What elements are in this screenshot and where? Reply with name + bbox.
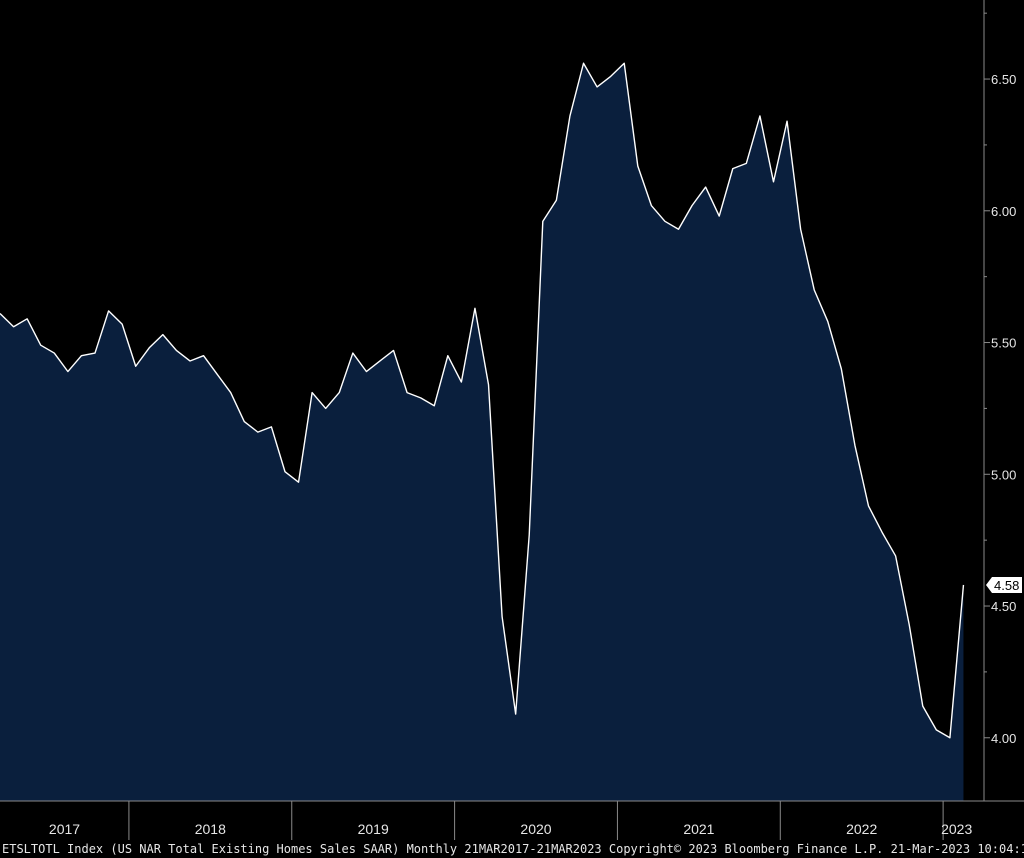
last-value-label: 4.58 xyxy=(994,578,1019,593)
x-tick-label: 2018 xyxy=(195,821,226,837)
y-tick-label: 6.50 xyxy=(991,72,1016,87)
y-tick-label: 5.50 xyxy=(991,336,1016,351)
x-tick-label: 2017 xyxy=(49,821,80,837)
x-tick-label: 2021 xyxy=(683,821,714,837)
y-tick-label: 4.50 xyxy=(991,599,1016,614)
last-value-badge xyxy=(986,576,1022,593)
y-tick-label: 4.00 xyxy=(991,731,1016,746)
x-tick-label: 2023 xyxy=(941,821,972,837)
area-fill xyxy=(0,63,964,802)
x-tick-label: 2020 xyxy=(520,821,551,837)
footer-caption: ETSLTOTL Index (US NAR Total Existing Ho… xyxy=(2,842,1024,856)
x-tick-label: 2022 xyxy=(846,821,877,837)
x-tick-label: 2019 xyxy=(358,821,389,837)
y-tick-label: 5.00 xyxy=(991,467,1016,482)
y-tick-label: 6.00 xyxy=(991,204,1016,219)
series-line xyxy=(0,62,965,739)
